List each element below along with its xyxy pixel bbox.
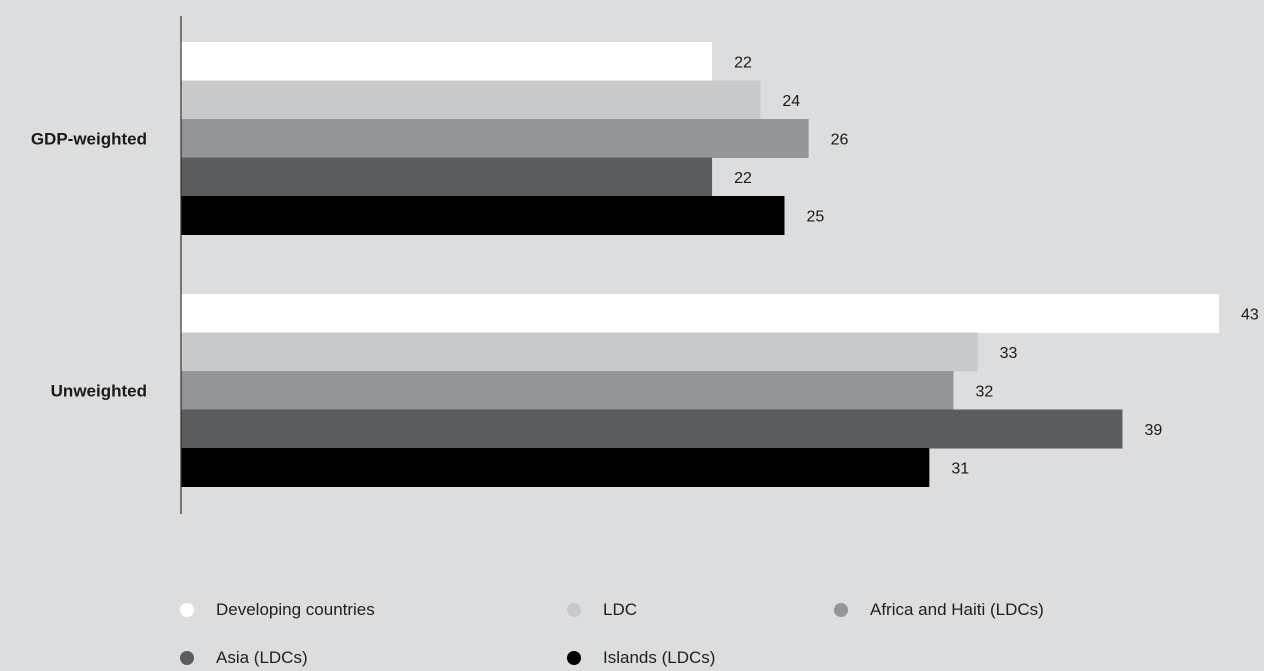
legend-item-africa-and-haiti: Africa and Haiti (LDCs)	[834, 600, 1044, 620]
data-label-unweighted-asia-ldcs: 39	[1144, 422, 1162, 439]
data-label-unweighted-africa-and-haiti-ldcs: 32	[975, 383, 993, 400]
legend-swatch	[567, 651, 581, 665]
legend-swatch	[567, 603, 581, 617]
legend-swatch	[180, 651, 194, 665]
legend: Developing countries LDC Africa and Hait…	[180, 600, 1180, 671]
data-label-gdp-weighted-developing-countries: 22	[734, 54, 752, 71]
bar-gdp-weighted-islands-ldcs	[181, 196, 785, 235]
data-label-unweighted-developing-countries: 43	[1241, 306, 1259, 323]
data-label-gdp-weighted-asia-ldcs: 22	[734, 170, 752, 187]
data-label-gdp-weighted-africa-and-haiti-ldcs: 26	[831, 131, 849, 148]
data-label-gdp-weighted-islands-ldcs: 25	[806, 208, 824, 225]
legend-label: LDC	[603, 600, 638, 619]
data-label-unweighted-ldc: 33	[1000, 345, 1018, 362]
bar-gdp-weighted-developing-countries	[181, 42, 713, 81]
bar-gdp-weighted-asia-ldcs	[181, 157, 713, 197]
data-label-gdp-weighted-ldc: 24	[782, 93, 800, 110]
bar-unweighted-islands-ldcs	[181, 448, 930, 487]
bar-gdp-weighted-ldc	[181, 80, 761, 120]
bar-unweighted-asia-ldcs	[181, 409, 1123, 449]
legend-item-asia: Asia (LDCs)	[180, 648, 308, 668]
legend-item-developing-countries: Developing countries	[180, 600, 375, 620]
legend-label: Africa and Haiti (LDCs)	[870, 600, 1044, 619]
bar-gdp-weighted-africa-and-haiti-ldcs	[181, 119, 809, 158]
bar-chart: GDP-weighted 22 24 26 22 25 Unweighted 43 33 32 39…	[31, 16, 1259, 514]
legend-label: Developing countries	[216, 600, 375, 619]
category-label-unweighted: Unweighted	[51, 381, 147, 400]
legend-item-ldc: LDC	[567, 600, 637, 620]
legend-item-islands: Islands (LDCs)	[567, 648, 715, 668]
bar-unweighted-africa-and-haiti-ldcs	[181, 371, 954, 410]
legend-swatch	[834, 603, 848, 617]
legend-label: Islands (LDCs)	[603, 648, 716, 667]
bar-unweighted-ldc	[181, 332, 978, 372]
bar-unweighted-developing-countries	[181, 294, 1219, 333]
category-label-gdp-weighted: GDP-weighted	[31, 129, 147, 148]
data-label-unweighted-islands-ldcs: 31	[951, 460, 969, 477]
legend-label: Asia (LDCs)	[216, 648, 308, 667]
legend-swatch	[180, 603, 194, 617]
